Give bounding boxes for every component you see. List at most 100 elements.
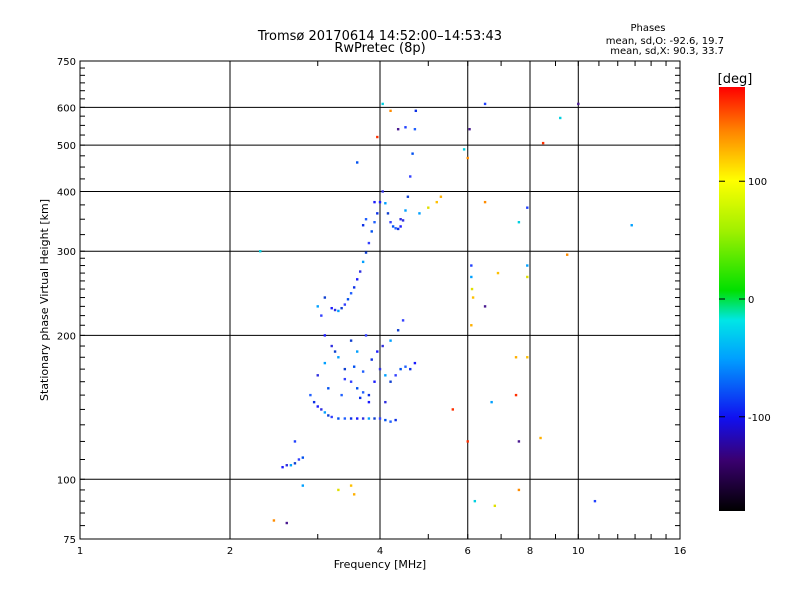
data-point <box>490 400 493 404</box>
data-point <box>281 465 284 469</box>
data-point <box>340 306 343 310</box>
data-point <box>577 102 580 106</box>
data-point <box>373 221 376 224</box>
colorbar-label: [deg] <box>718 72 753 87</box>
data-point <box>493 504 497 508</box>
data-point <box>373 200 376 204</box>
data-point <box>473 499 477 503</box>
colorbar-tick-label: 0 <box>748 295 754 306</box>
data-point <box>427 206 430 209</box>
data-point <box>323 296 327 299</box>
data-point <box>309 393 312 397</box>
data-point <box>333 308 337 312</box>
data-point <box>320 314 323 317</box>
axis-ticks: 1 2 4 6 8 10 16 75 100 200 300 400 500 600 750 <box>57 57 686 557</box>
data-point <box>349 380 353 383</box>
data-point <box>364 218 368 221</box>
colorbar-tick-label: -100 <box>748 413 771 424</box>
data-point <box>404 126 407 129</box>
data-point <box>517 221 521 224</box>
data-point <box>391 225 395 228</box>
data-point <box>293 440 297 443</box>
data-point <box>285 464 288 467</box>
data-point <box>373 380 376 383</box>
chart-subtitle: RwPretec (8p) <box>334 41 425 56</box>
data-point <box>401 219 405 222</box>
data-point <box>349 339 353 342</box>
data-point <box>376 135 379 139</box>
data-point <box>384 400 387 404</box>
data-point <box>526 206 529 209</box>
y-axis-label: Stationary phase Virtual Height [km] <box>38 199 51 401</box>
data-point <box>343 303 347 306</box>
data-point <box>285 521 288 525</box>
data-point <box>413 127 417 131</box>
data-point <box>364 251 368 254</box>
stats-line-x: mean, sd,X: 90.3, 33.7 <box>610 46 724 57</box>
data-point <box>352 493 356 496</box>
data-point <box>384 418 387 422</box>
data-point <box>471 296 475 299</box>
data-point <box>293 462 297 465</box>
data-point <box>381 102 384 106</box>
y-tick-label: 500 <box>57 141 76 152</box>
data-point <box>327 387 330 390</box>
colorbar-tick-label: 100 <box>748 177 767 188</box>
data-point <box>539 436 542 440</box>
data-point <box>389 109 392 113</box>
data-point <box>361 417 365 420</box>
data-point <box>330 306 333 310</box>
data-point <box>514 393 518 397</box>
chart-title: Tromsø 20170614 14:52:00–14:53:43 <box>257 29 502 44</box>
data-point <box>337 356 340 359</box>
data-point <box>343 367 347 371</box>
data-point <box>361 391 365 394</box>
data-point <box>373 417 376 420</box>
data-point <box>352 365 356 368</box>
x-tick-label: 2 <box>227 546 233 557</box>
data-point <box>364 334 368 337</box>
y-tick-label: 75 <box>63 535 76 546</box>
data-point <box>330 415 333 419</box>
data-point <box>526 264 529 267</box>
stats-box: Phases mean, sd,O: -92.6, 19.7 mean, sd,… <box>606 23 724 57</box>
stats-line-o: mean, sd,O: -92.6, 19.7 <box>606 36 724 47</box>
data-point <box>435 200 438 204</box>
data-point <box>470 264 473 267</box>
data-point <box>301 456 305 459</box>
plot-grid <box>80 61 680 539</box>
y-tick-label: 600 <box>57 103 76 114</box>
data-point <box>376 350 379 353</box>
data-point <box>323 411 327 414</box>
data-point <box>297 458 301 461</box>
y-tick-label: 100 <box>57 475 76 486</box>
data-point <box>301 484 305 487</box>
x-tick-label: 6 <box>465 546 471 557</box>
data-point <box>404 365 407 368</box>
data-point <box>541 141 545 145</box>
data-point <box>340 393 343 397</box>
data-point <box>593 499 597 503</box>
data-point <box>349 484 353 487</box>
data-point <box>384 374 387 377</box>
data-point <box>389 339 392 342</box>
data-point <box>381 344 384 348</box>
data-point <box>409 367 412 371</box>
data-point <box>401 319 405 322</box>
data-point <box>370 358 373 361</box>
data-point <box>386 212 390 215</box>
x-axis-label: Frequency [MHz] <box>334 558 426 571</box>
data-point <box>316 305 319 308</box>
stats-heading: Phases <box>630 23 665 34</box>
data-point <box>483 305 487 308</box>
data-point <box>343 377 347 381</box>
data-point <box>337 488 340 492</box>
data-point <box>337 417 340 420</box>
y-tick-label: 200 <box>57 331 76 342</box>
data-point <box>323 361 327 365</box>
data-point <box>483 200 487 204</box>
data-point <box>396 127 400 131</box>
data-point <box>526 275 529 279</box>
data-point <box>358 270 362 273</box>
data-point <box>418 212 421 215</box>
